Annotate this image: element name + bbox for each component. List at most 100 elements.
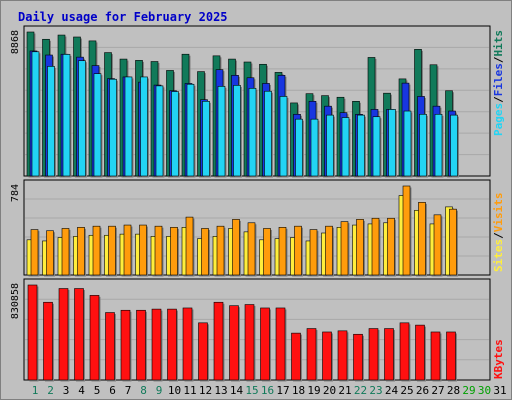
bar-pages <box>78 60 86 177</box>
legend-kbytes: KBytes <box>492 339 505 379</box>
legend-files: Files <box>492 63 505 96</box>
bar-visits <box>139 224 147 276</box>
bar-visits <box>232 219 240 276</box>
bar-kbytes <box>120 309 131 381</box>
bar-kbytes <box>151 308 162 381</box>
panel-border <box>23 278 491 381</box>
day-axis-labels: 1 2 3 4 5 6 7 8 9 10 11 12 13 14 15 16 17 18 19 20 21 22 23 24 2… <box>32 384 507 397</box>
legend-separator: / <box>492 96 505 103</box>
bar-kbytes <box>229 305 239 381</box>
bar-kbytes <box>291 332 301 381</box>
bar-pages <box>217 86 226 177</box>
bar-visits <box>309 229 318 276</box>
bar-pages <box>434 113 443 177</box>
bar-visits <box>340 221 349 276</box>
bar-kbytes <box>74 288 84 381</box>
bar-kbytes <box>368 328 379 381</box>
bar-pages <box>450 114 458 177</box>
bar-pages <box>248 88 257 177</box>
bar-pages <box>341 117 350 177</box>
bar-pages <box>140 76 148 177</box>
day-label: 5 <box>94 384 101 397</box>
bar-pages <box>47 66 55 177</box>
day-label: 18 <box>292 384 305 397</box>
bar-visits <box>185 216 194 276</box>
day-label: 28 <box>447 384 460 397</box>
day-label: 6 <box>109 384 116 397</box>
bar-kbytes <box>337 330 348 381</box>
bar-pages <box>124 76 133 177</box>
bar-visits <box>449 208 457 276</box>
bar-kbytes <box>105 312 115 381</box>
bar-kbytes <box>167 308 177 381</box>
bar-visits <box>418 202 426 276</box>
legend-separator: / <box>492 56 505 63</box>
day-label: 24 <box>385 384 399 397</box>
bar-visits <box>170 227 178 276</box>
panel-visits-sites: 784 Sites/Visits <box>10 179 505 277</box>
day-label: 16 <box>261 384 274 397</box>
day-label: 17 <box>276 384 289 397</box>
legend-pages: Pages <box>492 103 505 136</box>
bar-visits <box>263 228 271 276</box>
bar-kbytes <box>306 328 317 381</box>
bar-pages <box>403 110 412 177</box>
day-label: 29 <box>462 384 475 397</box>
bar-pages <box>310 118 319 177</box>
legend-separator: / <box>492 232 505 239</box>
bar-visits <box>278 227 287 276</box>
bar-pages <box>31 51 40 177</box>
day-label: 13 <box>214 384 227 397</box>
day-label: 2 <box>47 384 54 397</box>
bar-visits <box>433 214 442 276</box>
bar-visits <box>92 225 101 276</box>
bar-kbytes <box>275 307 286 381</box>
bar-kbytes <box>384 328 394 381</box>
bar-visits <box>108 225 116 276</box>
bar-kbytes <box>213 301 224 381</box>
day-label: 27 <box>431 384 444 397</box>
bar-pages <box>264 90 272 177</box>
bar-pages <box>109 78 117 177</box>
day-label: 26 <box>416 384 429 397</box>
bar-visits <box>356 219 364 276</box>
bar-visits <box>77 227 85 276</box>
bar-visits <box>46 230 54 276</box>
day-label: 25 <box>400 384 413 397</box>
panel-border <box>23 179 491 276</box>
bar-pages <box>233 85 241 177</box>
bar-pages <box>93 73 102 177</box>
day-label: 21 <box>338 384 351 397</box>
day-label: 22 <box>354 384 367 397</box>
legend-visits-sites: Sites/Visits <box>492 193 505 273</box>
bar-kbytes <box>322 331 332 381</box>
day-label: 12 <box>199 384 212 397</box>
bar-visits <box>123 224 132 276</box>
bar-visits <box>201 228 209 276</box>
bar-kbytes <box>353 333 363 381</box>
day-label: 3 <box>63 384 70 397</box>
bar-kbytes <box>244 304 255 381</box>
chart-title: Daily usage for February 2025 <box>18 10 228 24</box>
bar-pages <box>186 83 195 177</box>
day-label: 14 <box>230 384 244 397</box>
bar-visits <box>325 225 333 276</box>
bar-kbytes <box>430 331 441 381</box>
bar-pages <box>372 116 381 177</box>
bar-visits <box>247 222 256 276</box>
bar-kbytes <box>182 307 193 381</box>
bar-visits <box>402 185 411 276</box>
chart-panels: 8868Pages/Files/Hits784Sites/Visits83085… <box>10 25 505 382</box>
day-label: 23 <box>369 384 382 397</box>
bar-kbytes <box>136 309 146 381</box>
bar-visits <box>294 225 302 276</box>
day-label: 7 <box>125 384 132 397</box>
legend-pages-files-hits: Pages/Files/Hits <box>492 30 505 136</box>
bar-kbytes <box>27 284 38 381</box>
bar-kbytes <box>260 307 270 381</box>
bar-visits <box>30 229 39 276</box>
bar-pages <box>62 54 71 177</box>
bar-pages <box>202 101 210 177</box>
bar-pages <box>357 114 365 177</box>
